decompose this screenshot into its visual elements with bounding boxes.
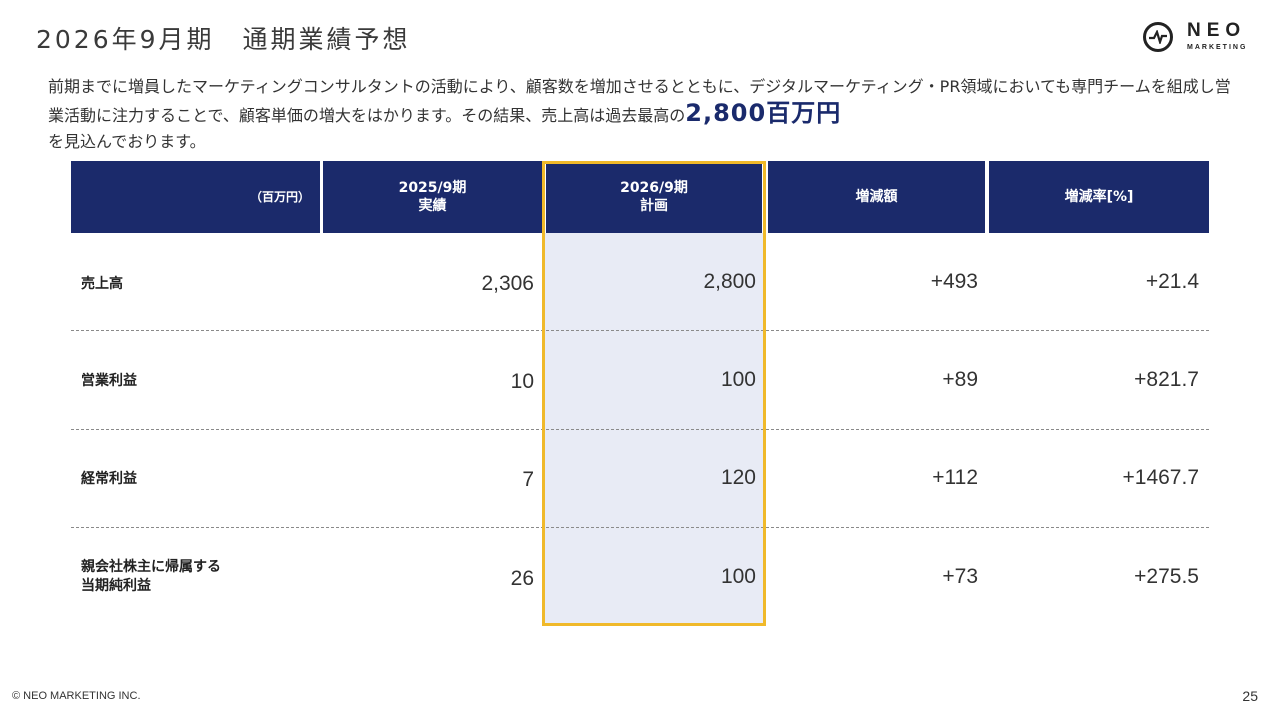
intro-tail: を見込んでおります。	[48, 132, 206, 151]
rate-value: +275.5	[1134, 565, 1199, 588]
unit-label-header: （百万円）	[71, 161, 320, 233]
intro-paragraph: 前期までに増員したマーケティングコンサルタントの活動により、顧客数を増加させると…	[48, 74, 1233, 155]
plan-value: 2,800	[703, 270, 756, 293]
row-label: 経常利益	[81, 470, 137, 489]
actual-value: 7	[522, 468, 534, 491]
actual-value: 2,306	[481, 272, 534, 295]
row-label: 営業利益	[81, 372, 137, 391]
logo-wordmark: NEO	[1187, 20, 1247, 41]
diff-value: +112	[932, 466, 978, 489]
row-label-line1: 営業利益	[81, 373, 137, 389]
diff-column-header: 増減額	[768, 161, 985, 233]
diff-value: +73	[942, 565, 978, 588]
plan-value: 120	[720, 466, 756, 489]
row-label: 親会社株主に帰属する 当期純利益	[81, 558, 221, 596]
actual-header-period: 2025/9期	[398, 180, 467, 196]
rate-header-label: 増減率[%]	[1064, 189, 1134, 205]
row-divider	[71, 527, 1209, 528]
sales-highlight: 2,800百万円	[685, 99, 842, 127]
row-label-line1: 経常利益	[81, 471, 137, 487]
plan-header-type: 計画	[639, 198, 668, 214]
row-label-line2: 当期純利益	[81, 578, 151, 594]
neo-marketing-logo: NEO MARKETING	[1143, 20, 1255, 60]
row-divider	[71, 330, 1209, 331]
intro-text: 前期までに増員したマーケティングコンサルタントの活動により、顧客数を増加させると…	[48, 77, 1231, 125]
plan-column-header: 2026/9期 計画	[546, 161, 762, 233]
rate-value: +821.7	[1134, 368, 1199, 391]
actual-header-type: 実績	[418, 198, 447, 214]
logo-subtext: MARKETING	[1187, 44, 1248, 51]
copyright: © NEO MARKETING INC.	[12, 690, 141, 702]
actual-value: 26	[510, 567, 534, 590]
plan-header-period: 2026/9期	[620, 180, 688, 196]
actual-column-header: 2025/9期 実績	[323, 161, 542, 233]
plan-column-fill	[544, 233, 764, 623]
diff-header-label: 増減額	[855, 189, 898, 205]
rate-value: +21.4	[1145, 270, 1199, 293]
rate-column-header: 増減率[%]	[989, 161, 1209, 233]
pulse-icon	[1143, 22, 1173, 52]
page-number: 25	[1242, 688, 1258, 704]
actual-value: 10	[510, 370, 534, 393]
page-title: 2026年9月期 通期業績予想	[36, 25, 411, 54]
diff-value: +89	[942, 368, 978, 391]
rate-value: +1467.7	[1122, 466, 1200, 489]
row-label: 売上高	[81, 275, 123, 294]
plan-value: 100	[720, 565, 756, 588]
plan-column-frame	[542, 161, 766, 626]
row-label-line1: 親会社株主に帰属する	[81, 559, 221, 575]
row-divider	[71, 429, 1209, 430]
unit-label: （百万円）	[249, 190, 310, 204]
row-label-line1: 売上高	[81, 276, 123, 292]
plan-value: 100	[720, 368, 756, 391]
diff-value: +493	[930, 270, 978, 293]
